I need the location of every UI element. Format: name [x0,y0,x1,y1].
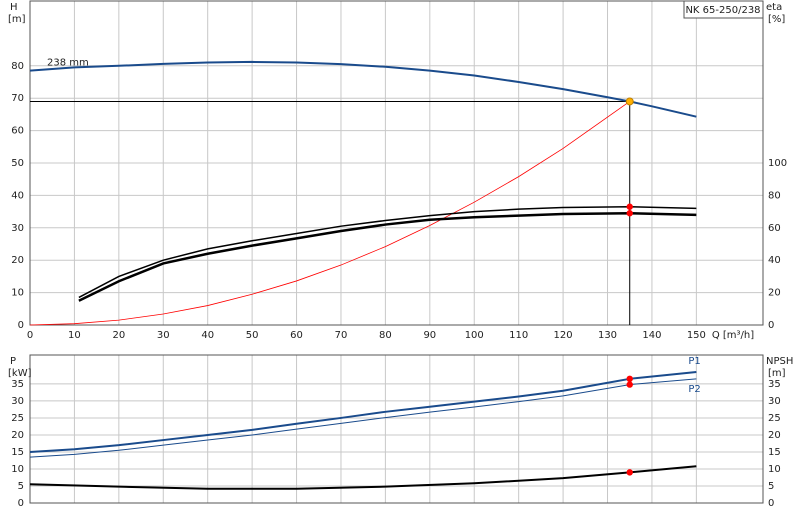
curve [29,371,697,453]
x-tick-label: 20 [112,330,125,341]
y2-tick-label: 15 [768,447,781,458]
y2-tick-label: 30 [768,396,781,407]
series-label: P1 [688,356,700,367]
y-tick-label: 35 [11,379,24,390]
x-tick-label: 120 [554,330,573,341]
y2-tick-label: 0 [768,498,774,509]
x-tick-label: 70 [335,330,348,341]
y2-tick-label: 10 [768,464,781,475]
curve [29,378,697,458]
y-tick-label: 20 [11,430,24,441]
y2-tick-label: 40 [768,255,781,266]
y2-tick-label: 100 [768,158,787,169]
series-label: P2 [688,384,700,395]
y2-axis-unit: [m] [768,368,786,379]
y-tick-label: 25 [11,413,24,424]
point-marker [626,469,633,476]
y2-tick-label: 5 [768,481,774,492]
y-tick-label: 80 [11,61,24,72]
curve [29,60,697,118]
plot-frame [29,354,764,504]
x-tick-label: 40 [201,330,214,341]
plot-frame [29,0,764,326]
curve [78,205,697,299]
curve [29,465,697,490]
x-tick-label: 100 [465,330,484,341]
x-tick-label: 50 [246,330,259,341]
y2-tick-label: 60 [768,223,781,234]
point-marker [626,210,633,217]
y-tick-label: 60 [11,126,24,137]
y2-tick-label: 25 [768,413,781,424]
title-box [683,0,764,19]
y2-tick-label: 20 [768,288,781,299]
point-marker [626,203,633,210]
y2-axis-unit: [%] [768,14,785,25]
y-tick-label: 10 [11,288,24,299]
y-tick-label: 30 [11,396,24,407]
curve [29,101,630,326]
y2-axis-label: NPSH [766,356,793,367]
y-axis-label: H [10,2,18,13]
point-marker [626,375,633,383]
x-tick-label: 80 [379,330,392,341]
x-tick-label: 140 [642,330,661,341]
y-axis-unit: [m] [8,14,26,25]
y-tick-label: 0 [18,498,24,509]
y-tick-label: 70 [11,93,24,104]
point-marker [626,381,633,388]
x-tick-label: 60 [290,330,303,341]
x-tick-label: 150 [687,330,706,341]
x-tick-label: 130 [598,330,617,341]
x-tick-label: 0 [27,330,33,341]
y-tick-label: 0 [18,320,24,331]
y-tick-label: 5 [18,481,24,492]
x-tick-label: 10 [68,330,81,341]
y2-tick-label: 20 [768,430,781,441]
operating-point [625,97,634,106]
y-tick-label: 10 [11,464,24,475]
chart-title: NK 65-250/238 [685,5,760,16]
y2-tick-label: 0 [768,320,774,331]
y2-tick-label: 35 [768,379,781,390]
y-tick-label: 30 [11,223,24,234]
x-axis-label: Q [m³/h] [712,330,754,341]
y-tick-label: 50 [11,158,24,169]
y-tick-label: 15 [11,447,24,458]
y2-tick-label: 80 [768,190,781,201]
y-tick-label: 20 [11,255,24,266]
x-tick-label: 110 [509,330,528,341]
curve [78,211,697,302]
y2-axis-label: eta [766,2,782,13]
y-axis-label: P [10,356,16,367]
y-axis-unit: [kW] [8,368,32,379]
x-tick-label: 30 [157,330,170,341]
y-tick-label: 40 [11,190,24,201]
x-tick-label: 90 [423,330,436,341]
annotation: 238 mm [47,58,89,69]
